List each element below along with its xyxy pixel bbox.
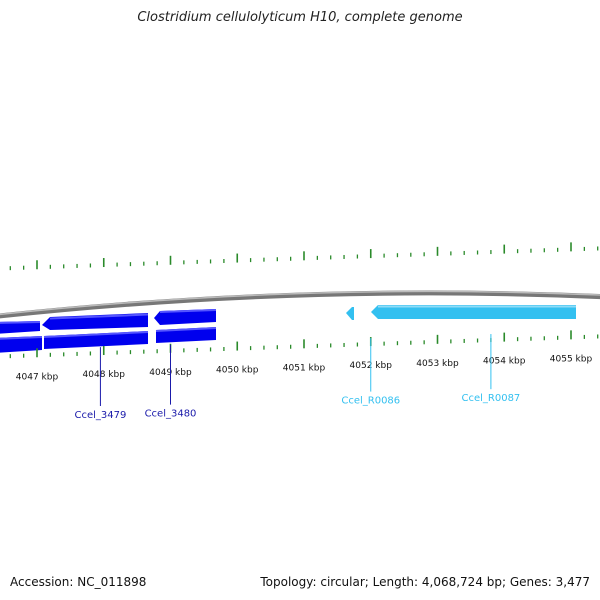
rna-genes: [346, 305, 576, 320]
gene-label[interactable]: Ccel_3480: [145, 409, 197, 420]
accession-label: Accession: NC_011898: [10, 575, 147, 589]
gene-label[interactable]: Ccel_R0086: [341, 396, 400, 407]
gene-arrow-cds[interactable]: [154, 309, 216, 325]
scale-label: 4050 kbp: [216, 366, 259, 376]
gene-arrow-cds[interactable]: [0, 336, 42, 353]
genome-stats-label: Topology: circular; Length: 4,068,724 bp…: [260, 575, 590, 589]
gene-label[interactable]: Ccel_R0087: [461, 393, 520, 404]
outer-tick-row: [9, 242, 599, 271]
scale-label: 4047 kbp: [16, 372, 59, 382]
scale-label: 4048 kbp: [83, 370, 126, 380]
gene-arrow-cds[interactable]: [0, 321, 40, 334]
scale-labels: 4047 kbp 4048 kbp 4049 kbp 4050 kbp 4051 kbp…: [16, 354, 593, 382]
gene-arrow-rna[interactable]: [346, 307, 354, 320]
scale-label: 4055 kbp: [550, 354, 593, 364]
map-title: Clostridium cellulolyticum H10, complete…: [137, 10, 463, 25]
gene-arrow-rna[interactable]: [371, 305, 576, 319]
scale-label: 4051 kbp: [283, 363, 326, 373]
gene-highlight: [0, 327, 217, 340]
gene-highlight: [0, 309, 217, 324]
genome-backbone: [0, 290, 600, 319]
scale-label: 4054 kbp: [483, 357, 526, 367]
backbone-highlight: [0, 290, 600, 316]
gene-label[interactable]: Ccel_3479: [74, 410, 126, 421]
scale-label: 4053 kbp: [416, 359, 459, 369]
gene-labels: Ccel_3479 Ccel_3480 Ccel_R0086 Ccel_R0087: [74, 334, 520, 421]
cds-genes: [0, 309, 217, 353]
